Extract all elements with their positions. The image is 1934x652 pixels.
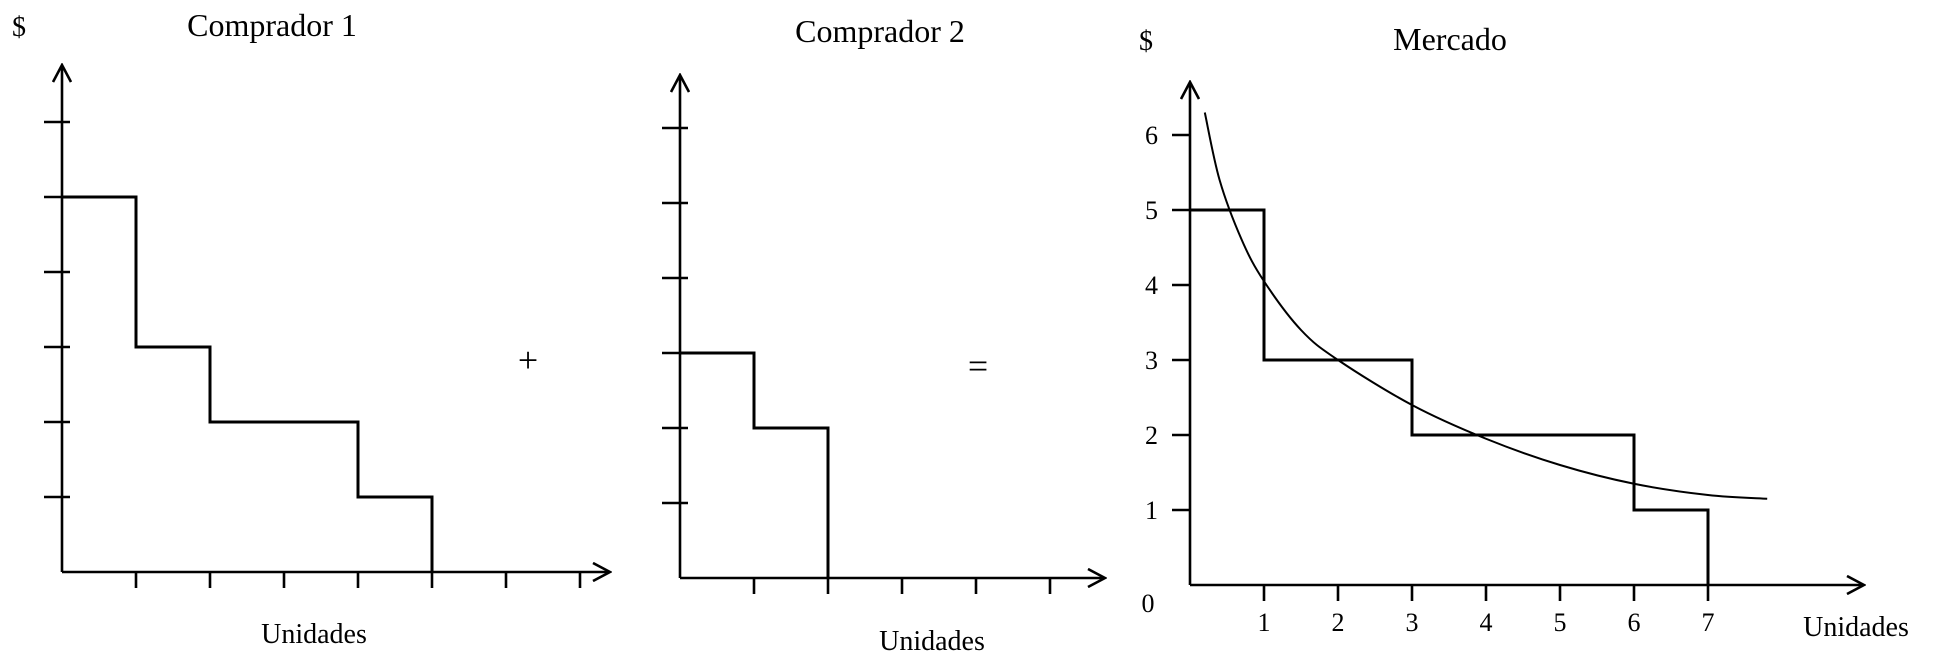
y-tick-label: 3 (1145, 346, 1158, 375)
y-tick-label: 4 (1145, 271, 1158, 300)
panel-comprador-2 (662, 75, 1105, 594)
p1-x-label: Unidades (261, 619, 367, 650)
demand-step-line (1190, 208, 1710, 585)
p3-x-label: Unidades (1803, 612, 1909, 643)
demand-step-line (62, 195, 434, 572)
y-tick-label: 1 (1145, 496, 1158, 525)
panel-mercado: 1 2 3 4 5 6 7 1 2 3 4 5 6 (1145, 82, 1864, 637)
p3-title: Mercado (1393, 21, 1507, 57)
y-tick-label: 2 (1145, 421, 1158, 450)
p1-title: Comprador 1 (187, 7, 357, 43)
x-tick-label: 2 (1332, 608, 1345, 637)
x-tick-label: 1 (1258, 608, 1271, 637)
p2-title: Comprador 2 (795, 13, 965, 49)
p3-origin-label: 0 (1142, 589, 1155, 618)
y-tick-label: 5 (1145, 196, 1158, 225)
demand-curve (1203, 112, 1768, 500)
p2-x-label: Unidades (879, 626, 985, 652)
x-tick-label: 3 (1406, 608, 1419, 637)
demand-step-line (680, 351, 830, 578)
x-tick-label: 5 (1554, 608, 1567, 637)
y-tick-label: 6 (1145, 121, 1158, 150)
x-tick-label: 4 (1480, 608, 1493, 637)
plus-sign: + (518, 340, 538, 380)
x-tick-label: 7 (1702, 608, 1715, 637)
panel-comprador-1 (44, 65, 610, 588)
equals-sign: = (968, 346, 988, 386)
p3-y-label: $ (1139, 26, 1153, 57)
x-tick-label: 6 (1628, 608, 1641, 637)
p1-y-label: $ (12, 12, 26, 43)
